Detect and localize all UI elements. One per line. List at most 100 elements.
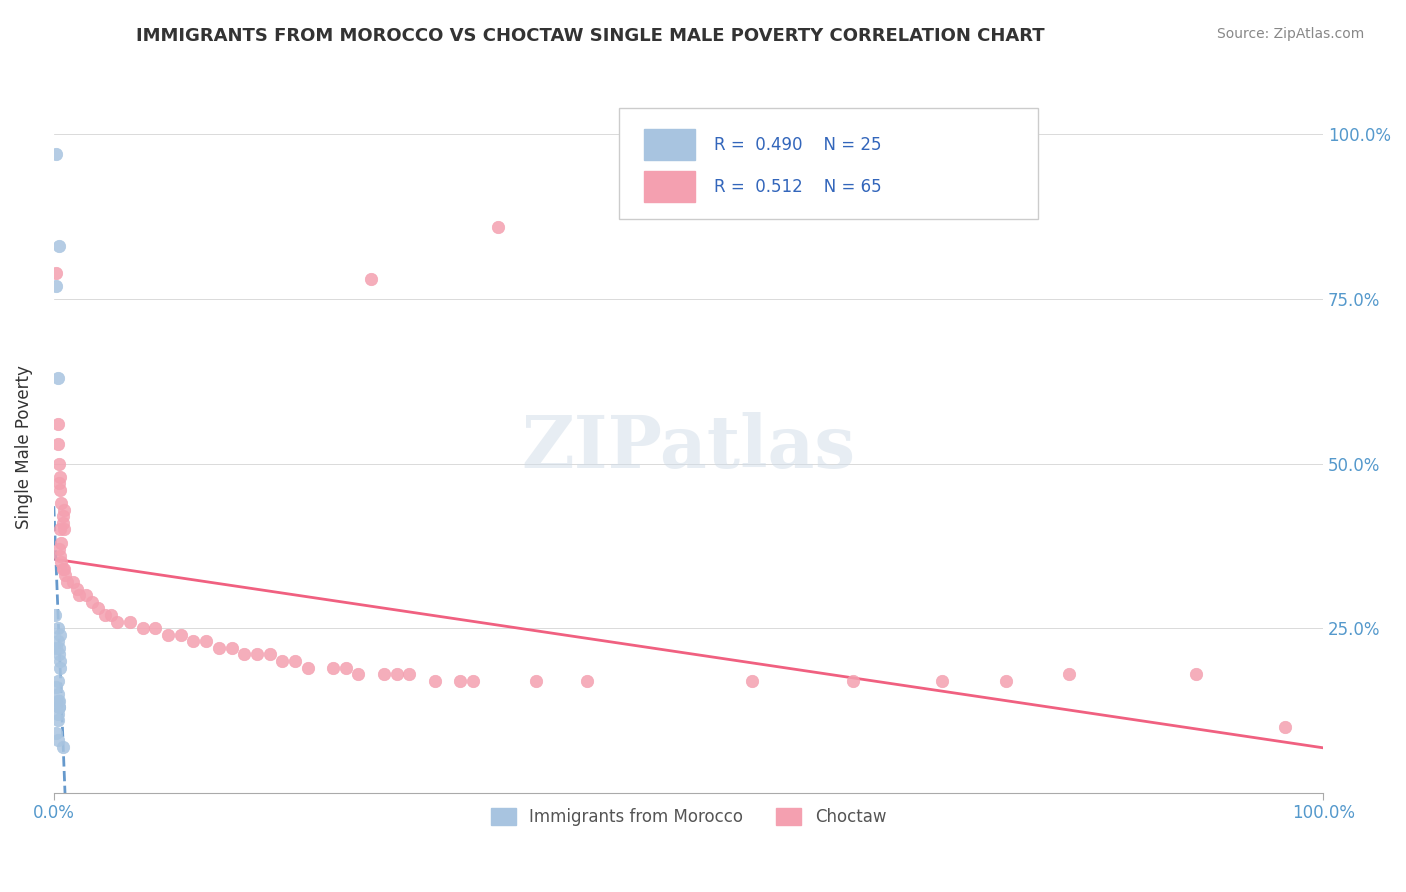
Point [93, 607, 115, 622]
Point [1059, 667, 1081, 681]
Point [48, 700, 70, 714]
Point [49, 549, 72, 563]
Point [131, 621, 153, 635]
Point [44, 607, 66, 622]
Point [49, 469, 72, 483]
Point [52, 509, 75, 524]
Point [48, 239, 70, 253]
Point [49, 483, 72, 497]
Point [45, 640, 67, 655]
Point [170, 628, 193, 642]
Point [53, 562, 76, 576]
Y-axis label: Single Male Poverty: Single Male Poverty [15, 365, 32, 529]
Text: ZIPatlas: ZIPatlas [522, 411, 855, 483]
Point [233, 648, 256, 662]
Point [75, 588, 97, 602]
Text: R =  0.512    N = 65: R = 0.512 N = 65 [714, 178, 882, 195]
Point [208, 640, 231, 655]
Point [449, 673, 471, 688]
Bar [644, 170, 695, 202]
Point [118, 615, 141, 629]
Point [49, 628, 72, 642]
Point [195, 634, 218, 648]
Point [48, 476, 70, 491]
Point [53, 568, 76, 582]
Point [67, 588, 90, 602]
Point [46, 437, 69, 451]
Point [48, 457, 70, 471]
Point [46, 687, 69, 701]
Point [46, 706, 69, 721]
Point [259, 648, 281, 662]
Point [53, 522, 76, 536]
Point [385, 667, 408, 681]
FancyBboxPatch shape [619, 109, 1038, 219]
Point [741, 673, 763, 688]
Point [271, 654, 294, 668]
Point [221, 640, 243, 655]
Point [105, 615, 128, 629]
Point [52, 562, 75, 576]
Point [48, 700, 70, 714]
Point [347, 667, 370, 681]
Point [373, 667, 395, 681]
Point [461, 673, 484, 688]
Legend: Immigrants from Morocco, Choctaw: Immigrants from Morocco, Choctaw [484, 801, 893, 833]
Point [53, 502, 76, 516]
Point [486, 219, 509, 234]
Point [48, 648, 70, 662]
Point [157, 628, 180, 642]
Point [62, 574, 84, 589]
Point [46, 733, 69, 747]
Point [322, 660, 344, 674]
Point [575, 673, 598, 688]
Point [46, 713, 69, 727]
Point [335, 660, 357, 674]
Point [52, 739, 75, 754]
Point [1185, 667, 1208, 681]
Point [51, 535, 73, 549]
Point [46, 634, 69, 648]
Bar [644, 129, 695, 161]
Point [66, 582, 89, 596]
Point [45, 266, 67, 280]
Point [52, 516, 75, 530]
Point [1274, 720, 1296, 734]
Point [45, 278, 67, 293]
Point [297, 660, 319, 674]
Point [994, 673, 1017, 688]
Text: IMMIGRANTS FROM MOROCCO VS CHOCTAW SINGLE MALE POVERTY CORRELATION CHART: IMMIGRANTS FROM MOROCCO VS CHOCTAW SINGL… [136, 27, 1045, 45]
Point [45, 681, 67, 695]
Point [55, 574, 77, 589]
Text: Source: ZipAtlas.com: Source: ZipAtlas.com [1216, 27, 1364, 41]
Point [51, 496, 73, 510]
Point [842, 673, 865, 688]
Text: R =  0.490    N = 25: R = 0.490 N = 25 [714, 136, 882, 154]
Point [49, 654, 72, 668]
Point [246, 648, 269, 662]
Point [398, 667, 420, 681]
Point [48, 542, 70, 557]
Point [49, 522, 72, 536]
Point [524, 673, 547, 688]
Point [183, 634, 205, 648]
Point [45, 147, 67, 161]
Point [46, 621, 69, 635]
Point [48, 693, 70, 707]
Point [46, 417, 69, 431]
Point [46, 371, 69, 385]
Point [87, 601, 110, 615]
Point [49, 660, 72, 674]
Point [45, 726, 67, 740]
Point [100, 607, 122, 622]
Point [284, 654, 307, 668]
Point [423, 673, 446, 688]
Point [48, 640, 70, 655]
Point [360, 272, 382, 286]
Point [51, 555, 73, 569]
Point [46, 673, 69, 688]
Point [46, 693, 69, 707]
Point [80, 595, 103, 609]
Point [145, 621, 167, 635]
Point [931, 673, 953, 688]
